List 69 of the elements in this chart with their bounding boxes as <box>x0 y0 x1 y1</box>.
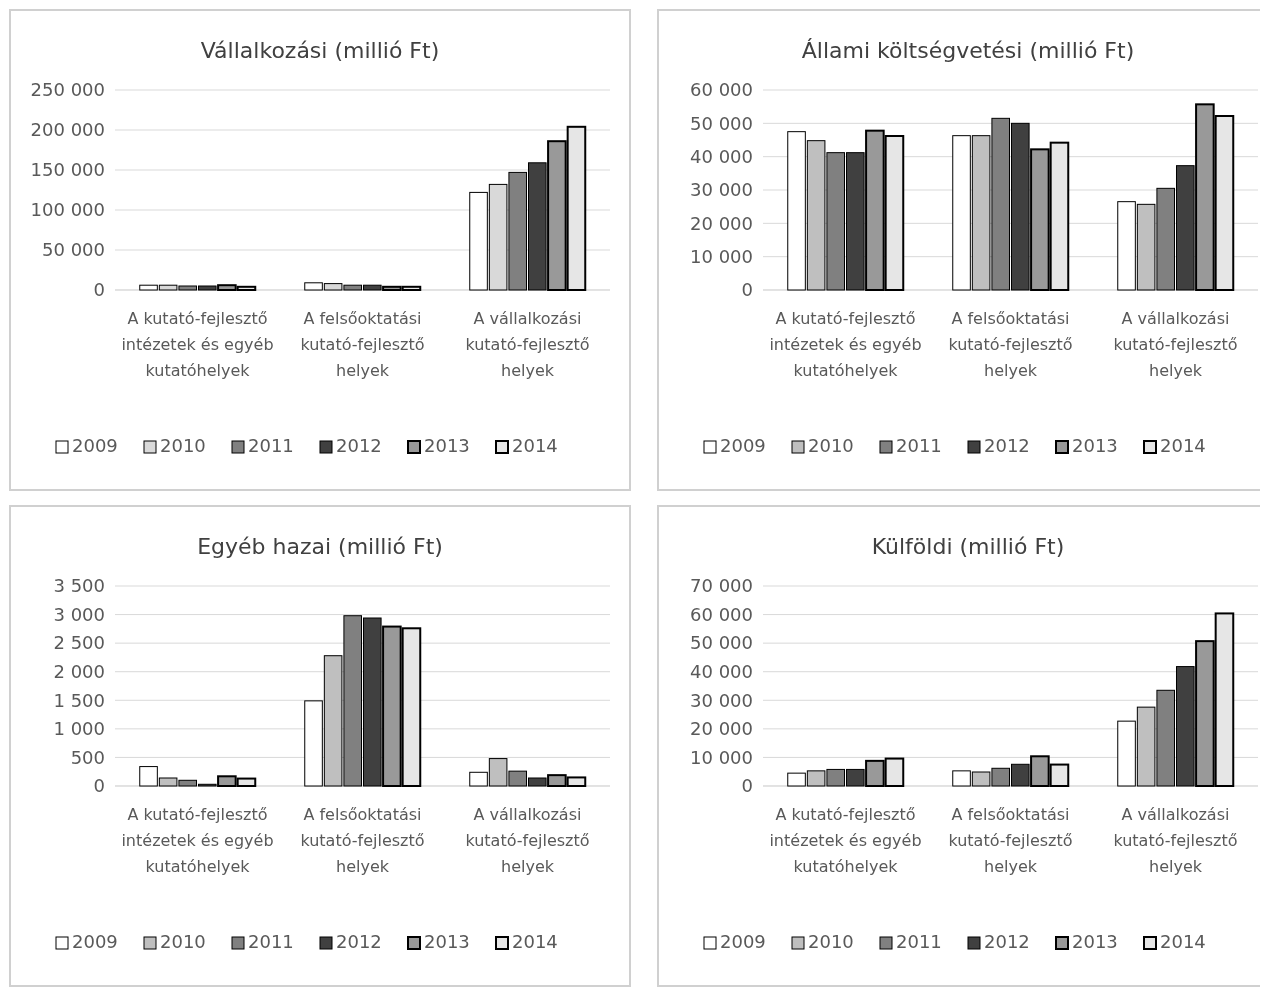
y-tick-label: 0 <box>741 775 753 797</box>
y-tick-label: 250 000 <box>30 79 105 101</box>
y-tick-label: 50 000 <box>42 239 105 261</box>
y-tick-label: 50 000 <box>690 632 753 654</box>
x-tick-label: A kutató-fejlesztő intézetek és egyéb kutatóhelyek <box>121 309 274 380</box>
y-tick-label: 0 <box>93 279 105 301</box>
y-tick-label: 3 000 <box>53 603 105 625</box>
x-tick-label: A felsőoktatási kutató-fejlesztő helyek <box>300 309 425 380</box>
legend-label: 2010 <box>808 435 854 456</box>
legend-label: 2009 <box>720 931 766 952</box>
chart-title: Egyéb hazai (millió Ft) <box>197 534 443 559</box>
legend-label: 2012 <box>984 435 1030 456</box>
x-tick-label: A felsőoktatási kutató-fejlesztő helyek <box>300 805 425 876</box>
y-tick-label: 60 000 <box>690 79 753 101</box>
legend-label: 2009 <box>72 931 118 952</box>
legend-label: 2009 <box>72 435 118 456</box>
y-tick-label: 3 500 <box>53 575 105 597</box>
legend-label: 2014 <box>1160 435 1206 456</box>
legend-label: 2013 <box>424 435 470 456</box>
y-tick-label: 2 000 <box>53 661 105 683</box>
y-tick-label: 40 000 <box>690 661 753 683</box>
x-tick-label: A vállalkozási kutató-fejlesztő helyek <box>1113 805 1238 876</box>
y-tick-label: 0 <box>93 775 105 797</box>
y-tick-label: 30 000 <box>690 689 753 711</box>
legend-label: 2011 <box>248 931 294 952</box>
legend-label: 2014 <box>1160 931 1206 952</box>
y-tick-label: 200 000 <box>30 119 105 141</box>
y-tick-label: 1 500 <box>53 689 105 711</box>
legend-label: 2010 <box>160 435 206 456</box>
legend-label: 2011 <box>248 435 294 456</box>
x-tick-label: A kutató-fejlesztő intézetek és egyéb kutatóhelyek <box>769 805 922 876</box>
x-tick-label: A vállalkozási kutató-fejlesztő helyek <box>1113 309 1238 380</box>
y-tick-label: 10 000 <box>690 245 753 267</box>
x-tick-label: A vállalkozási kutató-fejlesztő helyek <box>465 309 590 380</box>
legend-label: 2012 <box>984 931 1030 952</box>
legend-label: 2010 <box>808 931 854 952</box>
y-tick-label: 1 000 <box>53 718 105 740</box>
legend-label: 2013 <box>1072 435 1118 456</box>
y-tick-label: 100 000 <box>30 199 105 221</box>
x-tick-label: A vállalkozási kutató-fejlesztő helyek <box>465 805 590 876</box>
chart-title: Állami költségvetési (millió Ft) <box>801 38 1135 63</box>
y-tick-label: 60 000 <box>690 603 753 625</box>
chart-title: Külföldi (millió Ft) <box>871 534 1065 559</box>
y-tick-label: 50 000 <box>690 112 753 134</box>
y-tick-label: 40 000 <box>690 145 753 167</box>
legend-label: 2012 <box>336 435 382 456</box>
legend-label: 2011 <box>896 435 942 456</box>
y-tick-label: 70 000 <box>690 575 753 597</box>
legend-label: 2014 <box>512 931 558 952</box>
legend-label: 2014 <box>512 435 558 456</box>
y-tick-label: 2 500 <box>53 632 105 654</box>
chart-title: Vállalkozási (millió Ft) <box>200 38 440 63</box>
y-tick-label: 500 <box>70 746 105 768</box>
y-tick-label: 150 000 <box>30 159 105 181</box>
x-tick-label: A felsőoktatási kutató-fejlesztő helyek <box>948 309 1073 380</box>
legend-label: 2011 <box>896 931 942 952</box>
x-tick-label: A kutató-fejlesztő intézetek és egyéb kutatóhelyek <box>769 309 922 380</box>
legend-label: 2009 <box>720 435 766 456</box>
y-tick-label: 20 000 <box>690 718 753 740</box>
y-tick-label: 0 <box>741 279 753 301</box>
x-tick-label: A felsőoktatási kutató-fejlesztő helyek <box>948 805 1073 876</box>
legend-label: 2013 <box>1072 931 1118 952</box>
y-tick-label: 10 000 <box>690 746 753 768</box>
y-tick-label: 20 000 <box>690 212 753 234</box>
legend-label: 2010 <box>160 931 206 952</box>
legend-label: 2013 <box>424 931 470 952</box>
legend-label: 2012 <box>336 931 382 952</box>
x-tick-label: A kutató-fejlesztő intézetek és egyéb kutatóhelyek <box>121 805 274 876</box>
y-tick-label: 30 000 <box>690 179 753 201</box>
